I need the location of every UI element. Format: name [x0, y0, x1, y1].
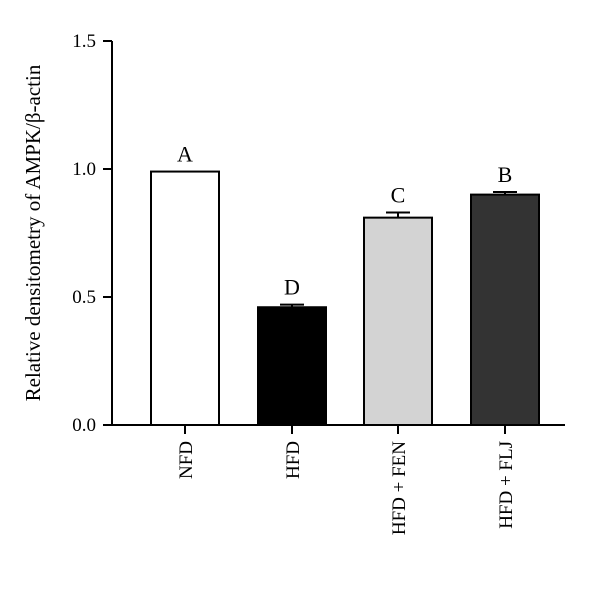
bars-group: [150, 170, 540, 426]
significance-label: C: [391, 183, 406, 208]
error-bar: [386, 211, 410, 218]
significance-label: A: [177, 142, 193, 167]
significance-label: B: [498, 162, 513, 187]
y-tick-label: 0.0: [72, 415, 96, 436]
x-tick-label: NFD: [176, 441, 197, 479]
y-tick-label: 1.0: [72, 159, 96, 180]
error-bars-group: [280, 191, 517, 308]
x-ticks-group: NFD HFD HFD + FEN HFD + FLJ: [176, 425, 517, 535]
x-tick-label: HFD + FEN: [389, 441, 410, 535]
y-tick-label: 0.5: [72, 287, 96, 308]
significance-label: D: [284, 275, 300, 300]
error-bar: [280, 303, 304, 308]
bar-hfd: [257, 306, 327, 426]
y-axis-title: Relative densitometry of AMPK/β-actin: [21, 64, 45, 401]
x-tick-label: HFD: [283, 441, 304, 479]
y-tick-label: 1.5: [72, 31, 96, 52]
bar-hfd-flj: [470, 193, 540, 426]
bar-hfd-fen: [363, 216, 433, 426]
bar-nfd: [150, 170, 220, 426]
error-bar: [493, 191, 517, 195]
significance-labels-group: A D C B: [177, 142, 512, 300]
y-ticks-group: 0.0 0.5 1.0 1.5: [72, 31, 112, 436]
x-tick-label: HFD + FLJ: [496, 441, 517, 529]
